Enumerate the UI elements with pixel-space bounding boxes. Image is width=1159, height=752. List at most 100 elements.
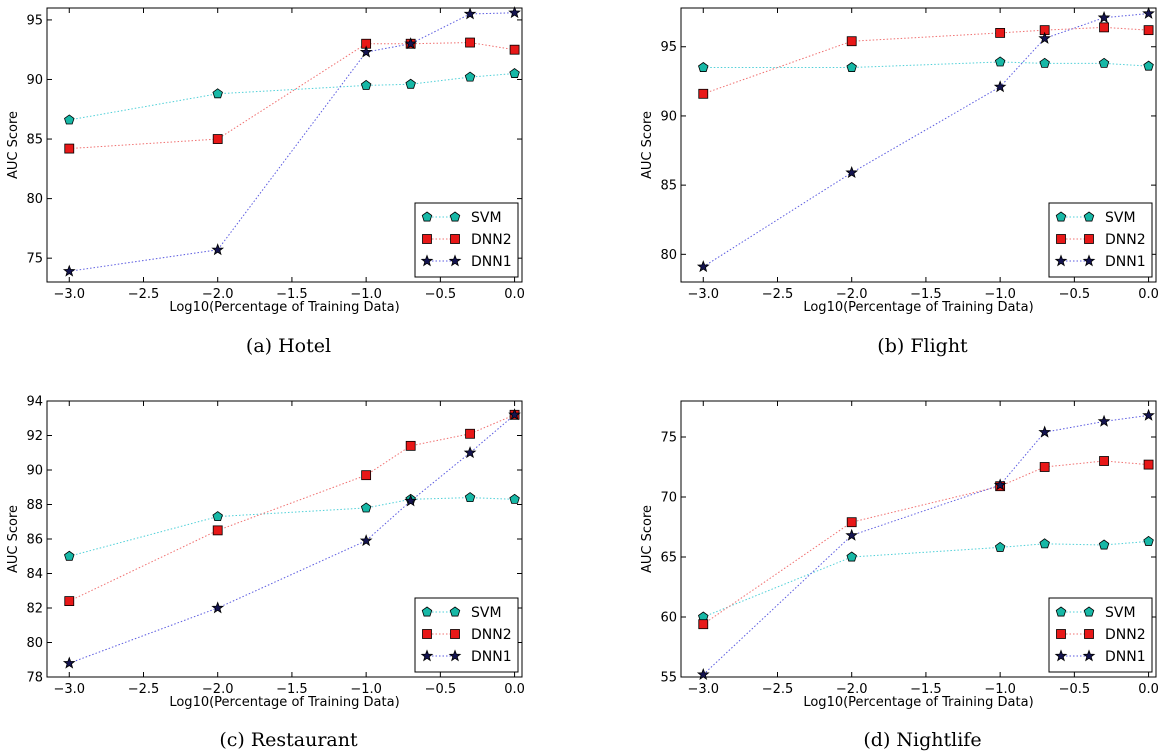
y-tick-label: 92 <box>26 429 43 444</box>
data-point-svm <box>64 114 75 125</box>
x-tick-label: −3.0 <box>53 287 85 302</box>
legend-marker-dnn2 <box>422 629 432 639</box>
x-tick-label: −1.5 <box>276 287 308 302</box>
series-line-dnn2 <box>703 26 1149 95</box>
y-tick-label: 80 <box>26 192 43 207</box>
plot-frame <box>680 400 1157 678</box>
series-line-dnn1 <box>69 414 515 664</box>
legend-marker-dnn2 <box>450 629 460 639</box>
data-point-dnn1 <box>1097 414 1111 427</box>
legend-label-dnn1: DNN1 <box>1105 254 1146 270</box>
y-axis-label: AUC Score <box>640 111 655 179</box>
series-line-svm <box>69 497 515 557</box>
legend-marker-dnn1 <box>1054 649 1068 662</box>
x-tick-label: −1.5 <box>910 682 942 697</box>
data-point-dnn2 <box>465 428 475 439</box>
plot-frame <box>680 7 1157 283</box>
x-tick-label: 0.0 <box>1138 682 1159 697</box>
y-axis-label: AUC Score <box>6 505 21 573</box>
x-tick-label: −2.0 <box>202 287 234 302</box>
data-point-svm <box>1039 57 1050 68</box>
legend-marker-dnn1 <box>448 254 462 267</box>
series-line-dnn2 <box>69 414 515 602</box>
data-point-dnn1 <box>1038 425 1051 438</box>
x-axis-label: Log10(Percentage of Training Data) <box>169 300 399 315</box>
legend-box <box>1048 202 1153 278</box>
data-point-dnn1 <box>1097 11 1111 24</box>
x-tick-label: −0.5 <box>1059 287 1091 302</box>
data-point-svm <box>994 56 1006 67</box>
x-tick-label: −3.0 <box>687 682 719 697</box>
data-point-dnn1 <box>1142 6 1155 19</box>
y-tick-label: 75 <box>26 252 43 267</box>
legend-label-dnn1: DNN1 <box>471 254 512 270</box>
legend-label-svm: SVM <box>471 210 502 226</box>
legend-marker-dnn1 <box>420 254 434 267</box>
legend: SVM DNN2 DNN1 <box>414 597 519 673</box>
data-point-svm <box>212 511 223 522</box>
data-point-dnn1 <box>696 667 710 680</box>
data-point-dnn2 <box>405 440 416 451</box>
legend-marker-dnn2 <box>1084 234 1094 244</box>
x-tick-label: 0.0 <box>504 682 525 697</box>
data-point-dnn2 <box>698 88 709 99</box>
data-point-svm <box>994 541 1006 552</box>
y-tick-label: 85 <box>660 179 677 194</box>
x-tick-label: 0.0 <box>504 287 525 302</box>
data-point-dnn2 <box>465 37 475 48</box>
data-point-svm <box>509 68 520 78</box>
x-tick-label: −2.0 <box>836 682 868 697</box>
y-tick-label: 78 <box>26 671 43 686</box>
legend-label-dnn2: DNN2 <box>471 232 512 248</box>
y-tick-label: 86 <box>26 533 43 548</box>
data-point-dnn1 <box>463 446 477 459</box>
data-point-svm <box>360 502 372 513</box>
x-tick-label: −1.0 <box>984 287 1016 302</box>
series-line-svm <box>703 61 1149 69</box>
series-line-svm <box>69 73 515 121</box>
data-point-dnn2 <box>64 596 75 606</box>
x-tick-label: −1.0 <box>350 682 382 697</box>
legend-marker-svm <box>1083 606 1095 617</box>
data-point-svm <box>464 492 476 503</box>
series-line-dnn1 <box>703 13 1149 268</box>
y-tick-label: 90 <box>26 73 43 88</box>
x-tick-label: −2.5 <box>128 682 160 697</box>
legend-marker-svm <box>449 606 461 617</box>
data-point-dnn1 <box>463 7 477 20</box>
data-point-dnn2 <box>1143 25 1154 36</box>
x-tick-label: −0.5 <box>425 287 457 302</box>
data-point-dnn2 <box>212 525 223 536</box>
series-line-svm <box>703 540 1149 618</box>
panel-caption: (d) Nightlife <box>863 729 981 751</box>
data-point-svm <box>1143 535 1154 546</box>
data-point-svm <box>846 62 857 72</box>
x-axis-label: Log10(Percentage of Training Data) <box>803 300 1033 315</box>
data-point-dnn1 <box>404 494 417 507</box>
legend-marker-svm <box>1055 211 1067 222</box>
data-point-dnn1 <box>508 408 521 421</box>
y-tick-label: 88 <box>26 498 43 513</box>
x-tick-label: −2.0 <box>202 682 234 697</box>
data-point-dnn2 <box>1143 459 1154 470</box>
legend-marker-dnn1 <box>420 649 434 662</box>
data-point-svm <box>1039 538 1050 549</box>
y-tick-label: 85 <box>26 133 43 148</box>
data-point-dnn1 <box>359 45 373 58</box>
y-tick-label: 65 <box>660 551 677 566</box>
x-tick-label: −1.5 <box>276 682 308 697</box>
legend-label-dnn2: DNN2 <box>1105 232 1146 248</box>
data-point-dnn1 <box>508 6 521 19</box>
legend-marker-svm <box>449 211 461 222</box>
data-point-dnn1 <box>211 243 225 256</box>
series-line-dnn2 <box>69 42 515 150</box>
series-line-dnn2 <box>702 460 1149 625</box>
data-point-dnn2 <box>846 517 857 528</box>
data-point-dnn1 <box>62 264 76 277</box>
legend-marker-dnn2 <box>1084 629 1094 639</box>
data-point-dnn1 <box>845 166 859 179</box>
chart-panel-1: −3.0 −2.5 −2.0 −1.5 −1.0 −0.5 0.0 75 80 85 90 95 Log… <box>6 6 525 357</box>
data-point-dnn1 <box>845 528 859 541</box>
legend-marker-dnn1 <box>1082 254 1096 267</box>
